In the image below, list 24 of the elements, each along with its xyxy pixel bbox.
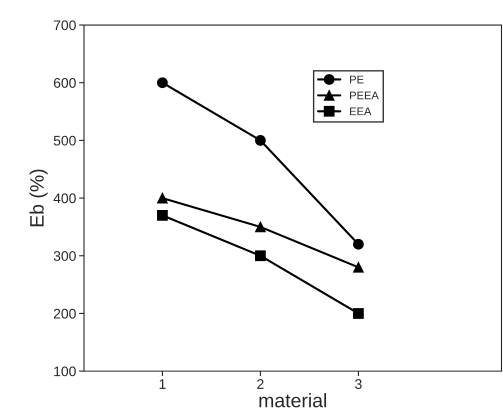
y-tick-label: 400 <box>54 193 76 204</box>
point <box>157 210 168 221</box>
point <box>353 262 364 273</box>
x-tick-label: 1 <box>160 379 166 389</box>
x-axis-title: material <box>259 393 326 408</box>
y-tick-label: 100 <box>54 366 76 376</box>
y-tick-label: 200 <box>54 308 76 319</box>
y-axis-title: Eb (%) <box>30 170 48 226</box>
x-tick-label: 2 <box>257 379 264 389</box>
y-tick-label: 600 <box>54 78 76 88</box>
legend-label: PE <box>350 76 364 84</box>
point <box>157 77 168 88</box>
point <box>353 308 364 319</box>
y-tick-label: 700 <box>54 20 76 30</box>
point <box>255 135 266 146</box>
y-tick-label: 500 <box>54 136 76 146</box>
legend-label: EEA <box>350 108 372 116</box>
point <box>255 222 266 232</box>
point <box>353 238 364 250</box>
y-tick-label: 300 <box>54 251 76 261</box>
point <box>157 192 168 204</box>
point <box>255 250 266 262</box>
legend-label: PEEA <box>350 92 379 100</box>
x-tick-label: 3 <box>355 379 362 389</box>
